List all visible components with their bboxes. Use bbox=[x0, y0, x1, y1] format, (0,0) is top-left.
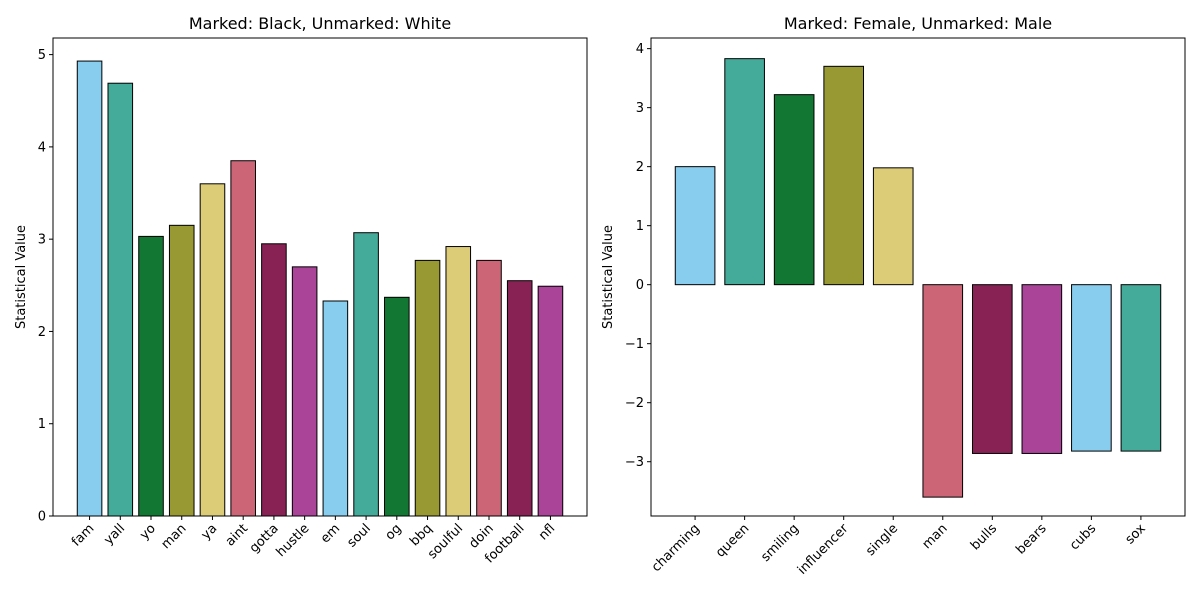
x-tick-label: yo bbox=[137, 521, 159, 543]
bar-single bbox=[872, 167, 914, 286]
bar-football bbox=[506, 280, 533, 517]
x-tick-label: nfl bbox=[536, 521, 558, 543]
bar-doin bbox=[476, 259, 502, 517]
x-tick-label: smiling bbox=[758, 521, 802, 565]
bar-aint bbox=[230, 160, 256, 517]
bar-yo bbox=[138, 235, 164, 517]
x-tick-label: soulful bbox=[425, 521, 466, 562]
bar-yall bbox=[107, 82, 134, 517]
bar-man bbox=[922, 284, 964, 498]
y-tick-label: 0 bbox=[38, 510, 46, 525]
y-tick-label: 1 bbox=[636, 219, 644, 234]
bar-charming bbox=[674, 166, 716, 286]
y-tick-label: −1 bbox=[625, 337, 644, 352]
x-tick-label: ya bbox=[199, 521, 221, 543]
x-tick-label: man bbox=[159, 521, 190, 552]
x-tick-label: soul bbox=[345, 521, 374, 550]
x-tick-label: bulls bbox=[968, 521, 1000, 553]
bar-soulful bbox=[445, 246, 472, 517]
y-tick-label: 4 bbox=[38, 140, 46, 155]
x-tick-label: cubs bbox=[1067, 521, 1099, 553]
bar-man bbox=[168, 224, 195, 517]
y-tick-label: 0 bbox=[636, 278, 644, 293]
x-tick-label: single bbox=[863, 521, 901, 559]
plot-frame bbox=[52, 37, 588, 517]
bar-bbq bbox=[414, 259, 441, 517]
x-tick-label: hustle bbox=[274, 521, 313, 560]
bar-nfl bbox=[537, 285, 564, 517]
bar-bulls bbox=[971, 284, 1013, 454]
bar-ya bbox=[199, 183, 226, 517]
chart-title: Marked: Female, Unmarked: Male bbox=[784, 14, 1052, 33]
bar-hustle bbox=[291, 266, 318, 517]
x-tick-label: fam bbox=[69, 521, 97, 549]
x-tick-label: em bbox=[318, 521, 343, 546]
y-tick-label: 1 bbox=[38, 417, 46, 432]
x-tick-label: sox bbox=[1123, 521, 1149, 547]
y-tick-label: 2 bbox=[636, 160, 644, 175]
bar-gotta bbox=[261, 243, 287, 517]
x-tick-label: og bbox=[383, 521, 405, 543]
bar-smiling bbox=[773, 94, 815, 286]
y-tick-label: 4 bbox=[636, 42, 644, 57]
bar-cubs bbox=[1071, 284, 1112, 452]
y-axis-label: Statistical Value bbox=[601, 225, 616, 329]
x-tick-label: man bbox=[920, 521, 951, 552]
bar-influencer bbox=[823, 65, 865, 286]
y-tick-label: 2 bbox=[38, 325, 46, 340]
bar-queen bbox=[724, 58, 765, 286]
bar-og bbox=[384, 296, 410, 517]
chart-panel-right: Marked: Female, Unmarked: Male Statistic… bbox=[601, 14, 1186, 578]
y-tick-label: 3 bbox=[38, 233, 46, 248]
bar-em bbox=[322, 300, 349, 517]
bar-sox bbox=[1120, 284, 1162, 452]
plot-frame bbox=[650, 37, 1186, 517]
bar-soul bbox=[353, 232, 379, 517]
x-tick-label: yall bbox=[101, 521, 128, 548]
y-axis-label: Statistical Value bbox=[14, 225, 29, 329]
x-tick-label: queen bbox=[713, 521, 752, 560]
bar-bears bbox=[1021, 284, 1063, 454]
chart-panel-left: Marked: Black, Unmarked: White Statistic… bbox=[14, 14, 588, 566]
x-tick-label: bears bbox=[1013, 521, 1049, 557]
bar-fam bbox=[76, 60, 103, 517]
y-tick-label: −2 bbox=[625, 396, 644, 411]
y-tick-label: −3 bbox=[625, 455, 644, 470]
y-tick-label: 3 bbox=[636, 101, 644, 116]
y-tick-label: 5 bbox=[38, 48, 46, 63]
chart-title: Marked: Black, Unmarked: White bbox=[189, 14, 451, 33]
x-tick-label: charming bbox=[649, 521, 703, 575]
x-tick-label: influencer bbox=[795, 521, 852, 578]
